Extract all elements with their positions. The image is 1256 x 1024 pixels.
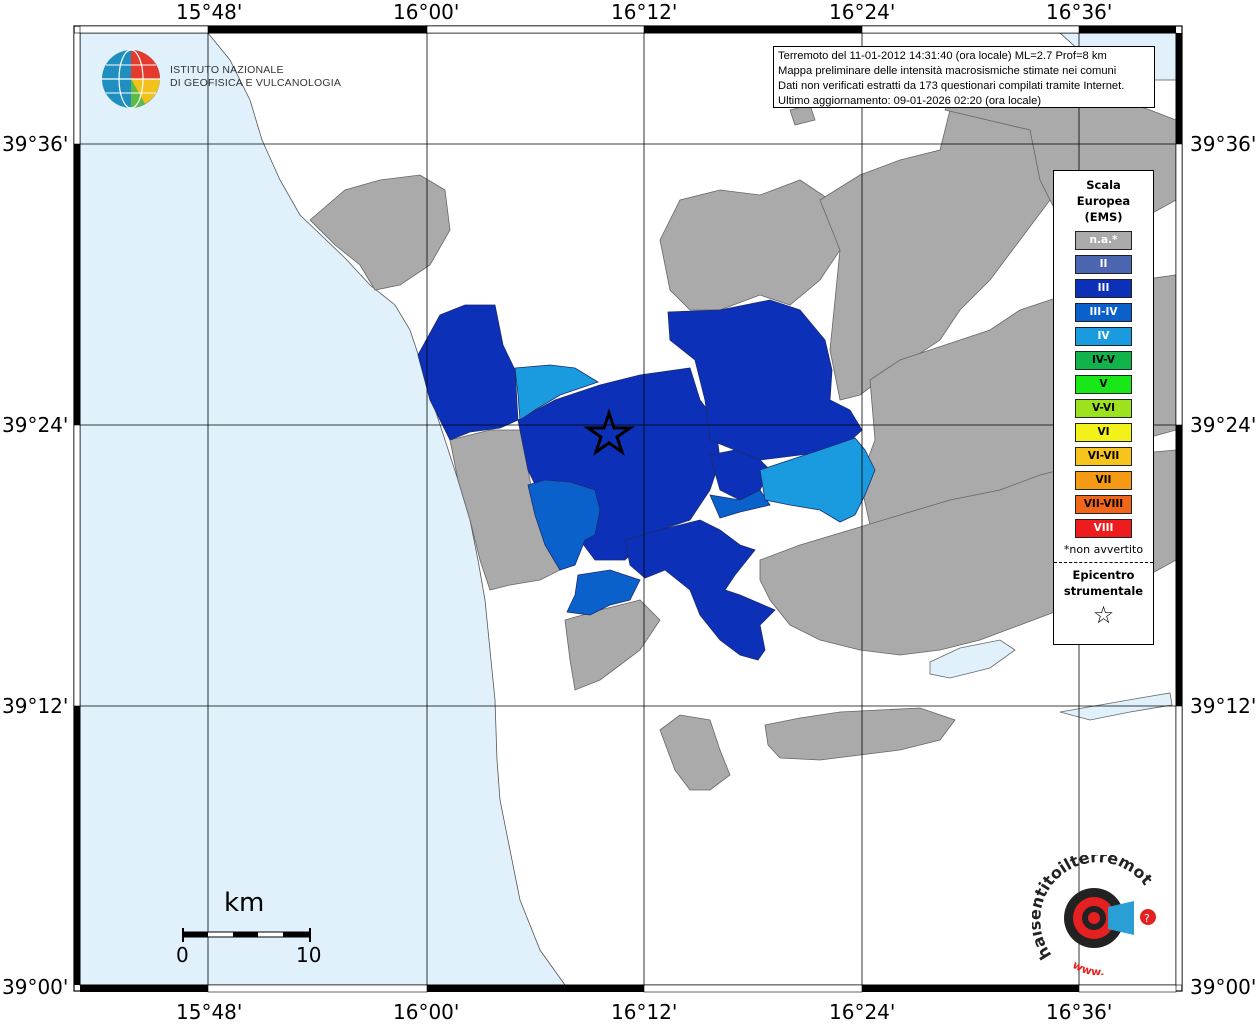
lon-tick-top-5: 16°36' [1046,0,1113,24]
legend-swatch-1: II [1075,255,1132,274]
ems-III-IV-municipalities [527,479,771,616]
legend-swatch-3: III-IV [1075,303,1132,322]
lon-tick-bottom-2: 16°00' [393,1000,460,1024]
legend-swatch-7: V-VI [1075,399,1132,418]
event-info-line4: Ultimo aggiornamento: 09-01-2026 02:20 (… [778,95,1042,107]
event-info-box: Terremoto del 11-01-2012 14:31:40 (ora l… [773,46,1155,108]
legend-swatch-6: V [1075,375,1132,394]
haisentito-url-text: www. [1070,958,1104,978]
lat-tick-left-4: 39°00' [2,975,69,999]
region-IV-north [514,364,599,421]
ems-III-municipalities [417,299,863,661]
legend-swatch-11: VII-VIII [1075,495,1132,514]
legend-swatch-9: VI-VII [1075,447,1132,466]
region-na-south-1 [659,714,731,791]
region-III-northwest [417,304,519,441]
legend-swatch-2: III [1075,279,1132,298]
legend-swatch-4: IV [1075,327,1132,346]
region-na-north-east [819,99,1061,401]
region-na-north-center [659,179,841,311]
legend-swatches: n.a.* II III III-IV IV IV-V V V-VI VI VI-VII VII VI… [1054,231,1153,538]
epicenter-star-icon [583,408,635,456]
event-info-line3: Dati non verificati estratti da 173 ques… [778,80,1125,92]
scale-bar: km 0 10 [170,888,330,978]
haisentito-target-icon: haisentitoilterremoto.it www. ? [1025,840,1157,979]
lat-tick-left-2: 39°24' [2,413,69,437]
region-III-IV-east [709,489,771,519]
ingv-name-line1: ISTITUTO NAZIONALE [170,64,284,76]
legend-swatch-0: n.a.* [1075,231,1132,250]
lon-tick-top-3: 16°12' [611,0,678,24]
legend-title: Scala Europea (EMS) [1076,178,1131,224]
ems-IV-municipalities [514,364,876,523]
legend-swatch-10: VII [1075,471,1132,490]
event-info-line2: Mappa preliminare delle intensità macros… [778,65,1117,77]
svg-text:?: ? [1144,912,1150,925]
lat-tick-right-2: 39°24' [1190,413,1256,437]
haisentito-logo: haisentitoilterremoto.it www. ? [1025,840,1172,979]
lat-tick-right-3: 39°12' [1190,694,1256,718]
region-na-south-2 [764,707,956,761]
lat-tick-right-1: 39°36' [1190,132,1256,156]
ingv-logo: ISTITUTO NAZIONALE DI GEOFISICA E VULCAN… [100,48,341,110]
ingv-name-line2: DI GEOFISICA E VULCANOLOGIA [170,77,342,89]
legend-star-icon: ☆ [1092,601,1115,629]
legend-note: *non avvertito [1054,543,1153,563]
map-frame [73,25,1183,993]
legend-epicenter-title: Epicentro strumentale [1063,568,1144,598]
scale-unit: km [224,888,265,918]
region-III-IV-west [527,479,601,571]
lon-tick-bottom-5: 16°36' [1046,1000,1113,1024]
scale-max-label: 10 [296,943,322,967]
region-na-northwest [309,174,451,291]
region-IV-east [759,437,876,523]
lat-tick-right-4: 39°00' [1190,975,1256,999]
event-info-line1: Terremoto del 11-01-2012 14:31:40 (ora l… [778,50,1107,62]
region-III-IV-south [566,569,641,616]
svg-text:www.: www. [1070,958,1104,975]
tyrrhenian-sea [79,32,566,986]
region-na-south-west [564,599,661,691]
lon-tick-top-2: 16°00' [393,0,460,24]
scale-min-label: 0 [176,943,189,967]
legend-swatch-8: VI [1075,423,1132,442]
lon-tick-top-4: 16°24' [829,0,896,24]
lake-3 [1059,692,1173,721]
legend-swatch-5: IV-V [1075,351,1132,370]
lon-tick-top-1: 15°48' [176,0,243,24]
lon-tick-bottom-4: 16°24' [829,1000,896,1024]
region-III-south [624,519,776,661]
ingv-globe-icon [102,49,160,109]
lat-tick-left-1: 39°36' [2,132,69,156]
lake-2 [929,639,1016,679]
scale-bar-graphic [182,928,311,942]
lat-tick-left-3: 39°12' [2,694,69,718]
lon-tick-bottom-1: 15°48' [176,1000,243,1024]
legend-swatch-12: VIII [1075,519,1132,538]
lon-tick-bottom-3: 16°12' [611,1000,678,1024]
ems-legend: Scala Europea (EMS) n.a.* II III III-IV IV IV… [1053,170,1154,645]
